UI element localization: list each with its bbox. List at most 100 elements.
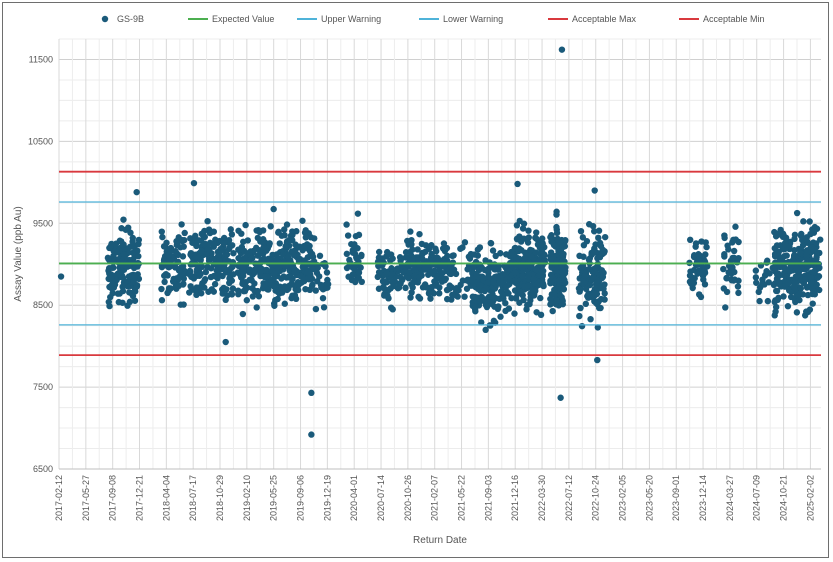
data-point — [415, 293, 422, 301]
data-point — [426, 289, 433, 296]
data-point — [598, 295, 605, 303]
x-tick-label: 2022-07-12 — [564, 475, 574, 521]
data-point — [776, 263, 784, 271]
data-point — [130, 278, 137, 285]
data-point — [791, 235, 798, 243]
data-point — [539, 267, 546, 275]
data-point — [594, 300, 601, 308]
data-point — [702, 239, 709, 246]
data-point — [803, 284, 811, 291]
data-point — [804, 291, 812, 299]
data-point — [780, 293, 787, 300]
data-point — [520, 296, 527, 304]
data-point — [490, 265, 498, 272]
data-point — [587, 315, 594, 323]
data-point — [257, 270, 264, 278]
data-point — [786, 243, 793, 250]
x-tick-label: 2019-09-06 — [296, 475, 306, 521]
data-point — [243, 297, 251, 304]
data-point — [260, 238, 267, 246]
data-point — [497, 313, 504, 320]
data-point — [170, 275, 177, 283]
data-point — [516, 217, 523, 225]
data-point — [559, 274, 567, 281]
data-point — [210, 288, 217, 295]
data-point — [396, 273, 404, 280]
data-point — [722, 304, 729, 311]
data-point — [222, 256, 230, 264]
data-point — [752, 267, 760, 274]
legend-label: Acceptable Max — [572, 14, 637, 24]
data-point — [343, 250, 351, 258]
x-tick-label: 2018-07-17 — [188, 475, 198, 521]
data-point — [584, 292, 591, 300]
data-point — [177, 301, 184, 308]
data-point — [193, 253, 200, 260]
data-point — [319, 294, 327, 302]
data-point — [119, 299, 126, 306]
data-point — [283, 221, 291, 228]
data-point — [402, 284, 409, 292]
data-point — [228, 231, 236, 238]
data-point — [120, 250, 127, 258]
data-point — [317, 281, 325, 289]
data-point — [235, 227, 242, 234]
data-point — [299, 217, 306, 224]
data-point — [295, 281, 302, 289]
data-point — [809, 285, 816, 293]
data-point — [579, 234, 587, 241]
data-point — [553, 208, 560, 215]
data-point — [129, 292, 137, 300]
data-point — [686, 236, 694, 244]
data-point — [694, 270, 701, 277]
data-point — [532, 234, 539, 241]
data-point — [200, 232, 207, 239]
data-point — [772, 268, 779, 275]
data-point — [476, 282, 484, 289]
data-point — [580, 241, 588, 249]
data-point — [549, 307, 556, 315]
data-point — [730, 247, 738, 255]
data-point — [167, 248, 174, 255]
data-point — [276, 240, 283, 247]
data-point — [443, 286, 451, 294]
data-point — [511, 245, 518, 252]
data-point — [158, 228, 165, 235]
data-point — [469, 277, 476, 285]
data-point — [189, 273, 197, 280]
data-point — [728, 263, 736, 271]
data-point — [385, 295, 392, 302]
legend: GS-9B Expected Value Upper Warning Lower Wa… — [101, 14, 765, 24]
x-axis-title: Return Date — [413, 535, 467, 546]
data-point — [532, 249, 540, 256]
x-tick-label: 2023-02-05 — [618, 475, 628, 521]
data-point — [165, 264, 173, 271]
data-point — [129, 238, 136, 245]
data-point — [179, 263, 187, 270]
data-point — [414, 279, 422, 286]
data-point — [489, 247, 497, 254]
data-point — [553, 297, 561, 304]
data-point — [441, 262, 448, 270]
x-tick-label: 2024-07-09 — [752, 475, 762, 521]
data-point — [559, 244, 566, 251]
data-point — [312, 287, 319, 294]
data-point — [108, 240, 115, 248]
data-point — [158, 285, 165, 293]
data-point — [589, 273, 597, 281]
x-tick-label: 2020-07-14 — [376, 475, 386, 521]
data-point — [189, 239, 196, 246]
data-point — [343, 264, 351, 272]
data-point — [116, 237, 124, 244]
data-point — [809, 226, 816, 233]
data-point — [109, 277, 116, 285]
data-point — [461, 239, 469, 246]
data-point — [235, 290, 242, 298]
data-point — [551, 286, 558, 294]
data-point — [444, 252, 451, 260]
data-point — [405, 241, 412, 248]
data-point — [527, 246, 534, 254]
data-point — [771, 253, 779, 260]
data-point — [802, 276, 809, 283]
data-point — [179, 253, 187, 260]
